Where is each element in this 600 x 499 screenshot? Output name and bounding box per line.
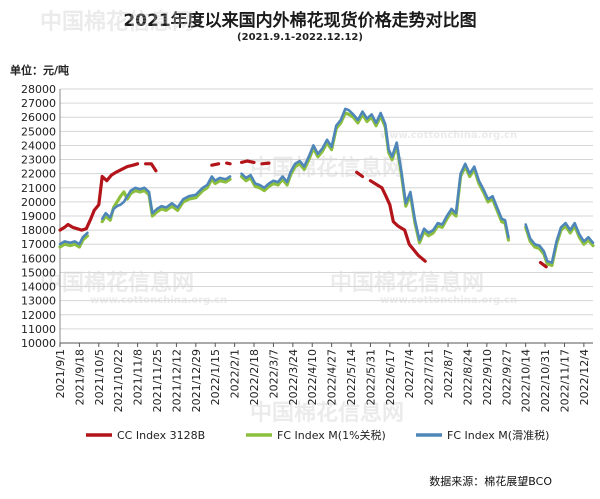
legend-label: FC Index M(滑准税): [447, 428, 549, 442]
x-tick-label: 2022/4/10: [306, 349, 319, 405]
x-tick-label: 2021/12/29: [190, 349, 203, 412]
y-tick-label: 17000: [21, 238, 56, 251]
y-tick-label: 16000: [21, 252, 56, 265]
x-tick-label: 2022/2/1: [229, 349, 242, 398]
x-tick-label: 2022/5/31: [364, 349, 377, 405]
x-tick-label: 2021/11/8: [132, 349, 145, 405]
y-tick-label: 15000: [21, 266, 56, 279]
x-tick-label: 2022/10/14: [520, 349, 533, 412]
legend-label: CC Index 3128B: [117, 429, 205, 442]
y-tick-label: 18000: [21, 224, 56, 237]
y-unit-label: 单位：元/吨: [10, 64, 70, 77]
x-tick-label: 2022/1/15: [209, 349, 222, 405]
x-tick-label: 2022/6/17: [384, 349, 397, 405]
x-tick-label: 2022/12/4: [578, 349, 591, 405]
y-tick-label: 26000: [21, 111, 56, 124]
x-tick-label: 2022/7/4: [403, 349, 416, 398]
x-tick-label: 2021/10/22: [112, 349, 125, 412]
series-line-1: [58, 111, 595, 267]
y-tick-label: 24000: [21, 139, 56, 152]
series-line-0: [60, 161, 593, 274]
chart-subtitle: (2021.9.1-2022.12.12): [237, 32, 363, 43]
y-tick-label: 12000: [21, 309, 56, 322]
x-tick-label: 2022/2/18: [248, 349, 261, 405]
y-tick-label: 22000: [21, 168, 56, 181]
y-tick-label: 11000: [21, 323, 56, 336]
x-tick-label: 2022/8/7: [442, 349, 455, 398]
y-tick-label: 14000: [21, 281, 56, 294]
series-line-2: [58, 107, 595, 264]
legend-label: FC Index M(1%关税): [277, 428, 386, 442]
y-tick-label: 10000: [21, 337, 56, 350]
y-tick-label: 13000: [21, 295, 56, 308]
y-tick-label: 20000: [21, 196, 56, 209]
x-tick-label: 2022/8/24: [461, 349, 474, 405]
y-tick-label: 21000: [21, 182, 56, 195]
x-tick-label: 2022/9/27: [500, 349, 513, 405]
x-tick-label: 2021/11/25: [151, 349, 164, 412]
chart-title: 2021年度以来国内外棉花现货价格走势对比图: [123, 11, 477, 31]
y-tick-label: 23000: [21, 154, 56, 167]
y-tick-label: 19000: [21, 210, 56, 223]
x-tick-label: 2022/11/17: [558, 349, 571, 412]
y-tick-label: 25000: [21, 125, 56, 138]
y-tick-label: 27000: [21, 97, 56, 110]
data-source-note: 数据来源：棉花展望BCO: [429, 475, 552, 488]
x-tick-label: 2021/9/1: [54, 349, 67, 398]
x-tick-label: 2022/7/21: [423, 349, 436, 405]
x-tick-label: 2022/10/31: [539, 349, 552, 412]
x-tick-label: 2022/5/14: [345, 349, 358, 405]
y-tick-label: 28000: [21, 83, 56, 96]
x-tick-label: 2022/9/10: [481, 349, 494, 405]
x-tick-label: 2022/4/27: [326, 349, 339, 405]
x-tick-label: 2021/10/5: [93, 349, 106, 405]
x-tick-label: 2021/12/12: [170, 349, 183, 412]
x-tick-label: 2022/3/7: [267, 349, 280, 398]
x-tick-label: 2022/3/24: [287, 349, 300, 405]
x-tick-label: 2021/9/18: [73, 349, 86, 405]
